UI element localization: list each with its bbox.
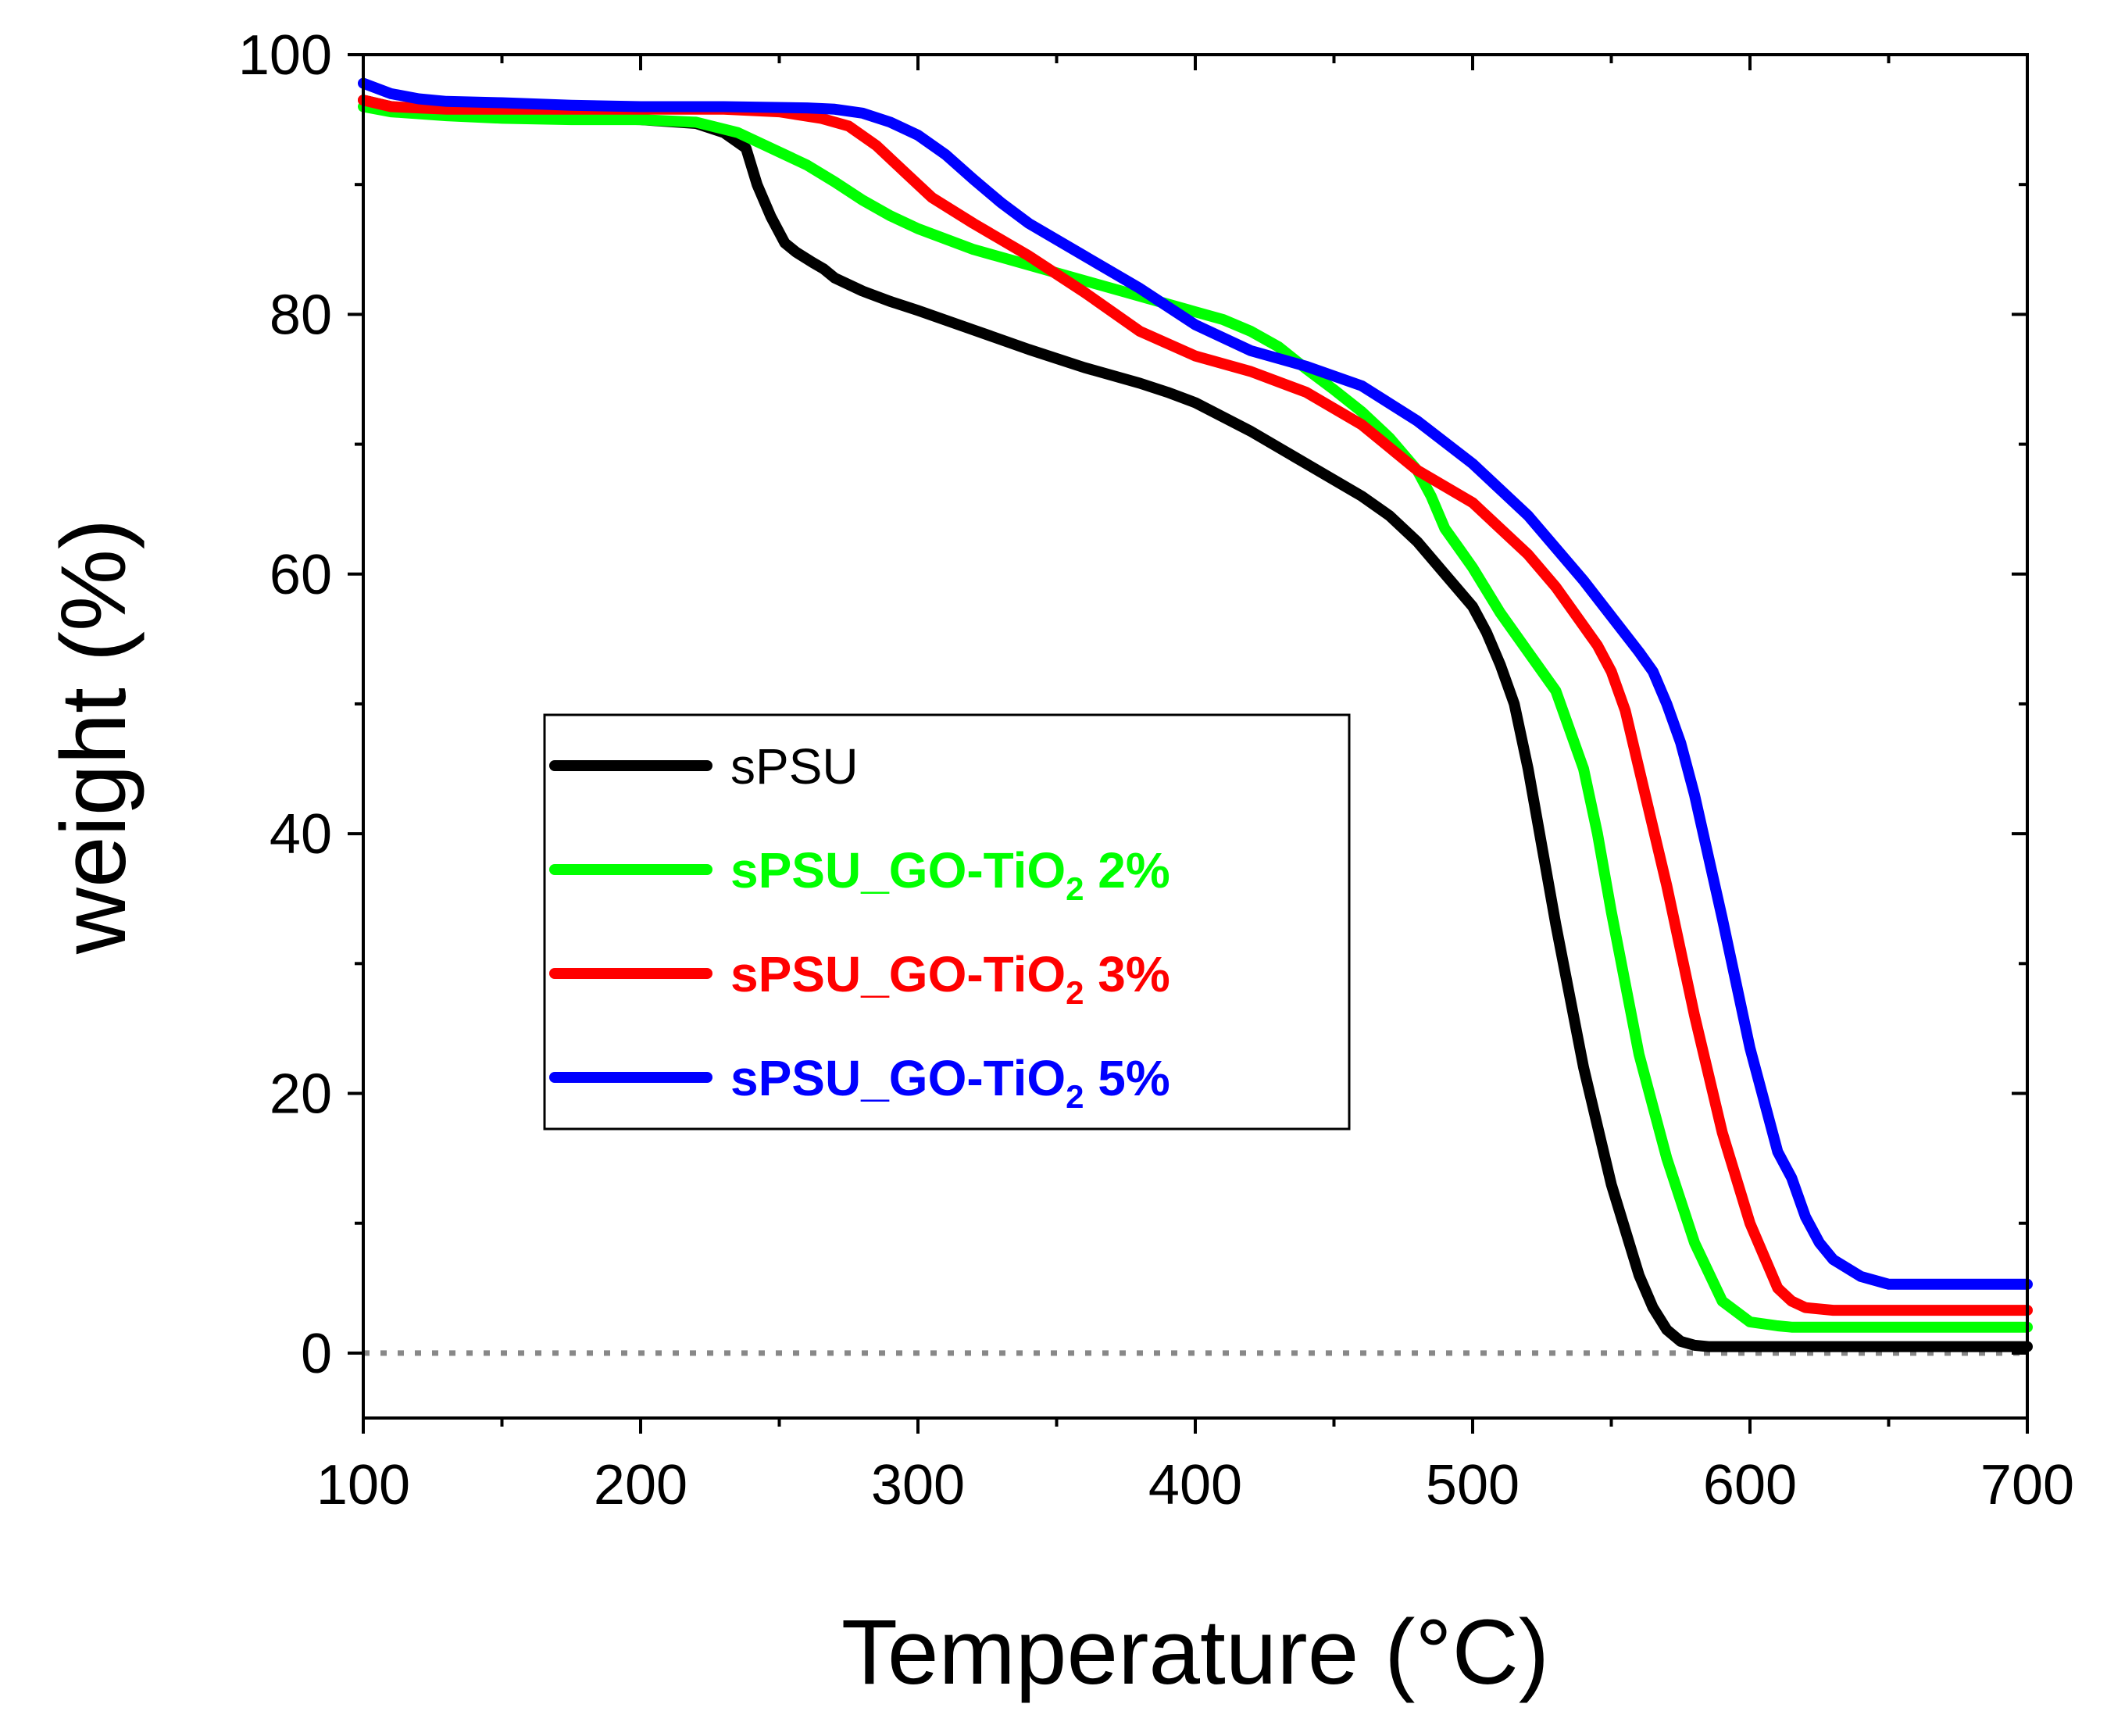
- legend-label-1: sPSU_GO-TiO2 2%: [730, 842, 1170, 907]
- legend-label-2: sPSU_GO-TiO2 3%: [730, 946, 1170, 1011]
- x-tick-label: 100: [316, 1454, 410, 1516]
- legend-text-part: sPSU_GO-TiO: [730, 946, 1066, 1002]
- ticks-layer: 100 200 300 400 500 600 700 0 20 40 60 80 100: [238, 24, 2074, 1516]
- legend-text-part: sPSU_GO-TiO: [730, 842, 1066, 898]
- y-tick-label: 0: [301, 1323, 332, 1385]
- y-axis-title: weight (%): [42, 519, 145, 955]
- y-tick-label: 40: [270, 803, 332, 866]
- x-tick-label: 500: [1426, 1454, 1520, 1516]
- series-layer: [358, 77, 2033, 1352]
- x-axis-title: Temperature (°C): [841, 1601, 1549, 1704]
- legend-label-3: sPSU_GO-TiO2 5%: [730, 1050, 1170, 1115]
- series-line-3: [358, 77, 2033, 1290]
- x-tick-label: 200: [594, 1454, 687, 1516]
- legend-text-part: 3%: [1084, 946, 1170, 1002]
- x-tick-label: 700: [1980, 1454, 2074, 1516]
- x-tick-label: 400: [1148, 1454, 1242, 1516]
- legend-box: [543, 713, 1351, 1131]
- x-tick-label: 300: [871, 1454, 965, 1516]
- legend-text-part: sPSU_GO-TiO: [730, 1050, 1066, 1106]
- legend-label-0: sPSU: [730, 738, 859, 795]
- legend-subscript: 2: [1066, 974, 1084, 1011]
- legend-text-part: 5%: [1084, 1050, 1170, 1106]
- y-tick-label: 100: [238, 24, 332, 87]
- series-line-0: [358, 95, 2033, 1352]
- y-tick-label: 20: [270, 1063, 332, 1126]
- y-tick-label: 80: [270, 284, 332, 346]
- series-line-1: [358, 101, 2033, 1333]
- x-tick-label: 600: [1703, 1454, 1797, 1516]
- y-tick-label: 60: [270, 544, 332, 606]
- legend-subscript: 2: [1066, 1078, 1084, 1115]
- legend-text-part: sPSU: [730, 738, 859, 795]
- legend-text-part: 2%: [1084, 842, 1170, 898]
- legend-subscript: 2: [1066, 870, 1084, 907]
